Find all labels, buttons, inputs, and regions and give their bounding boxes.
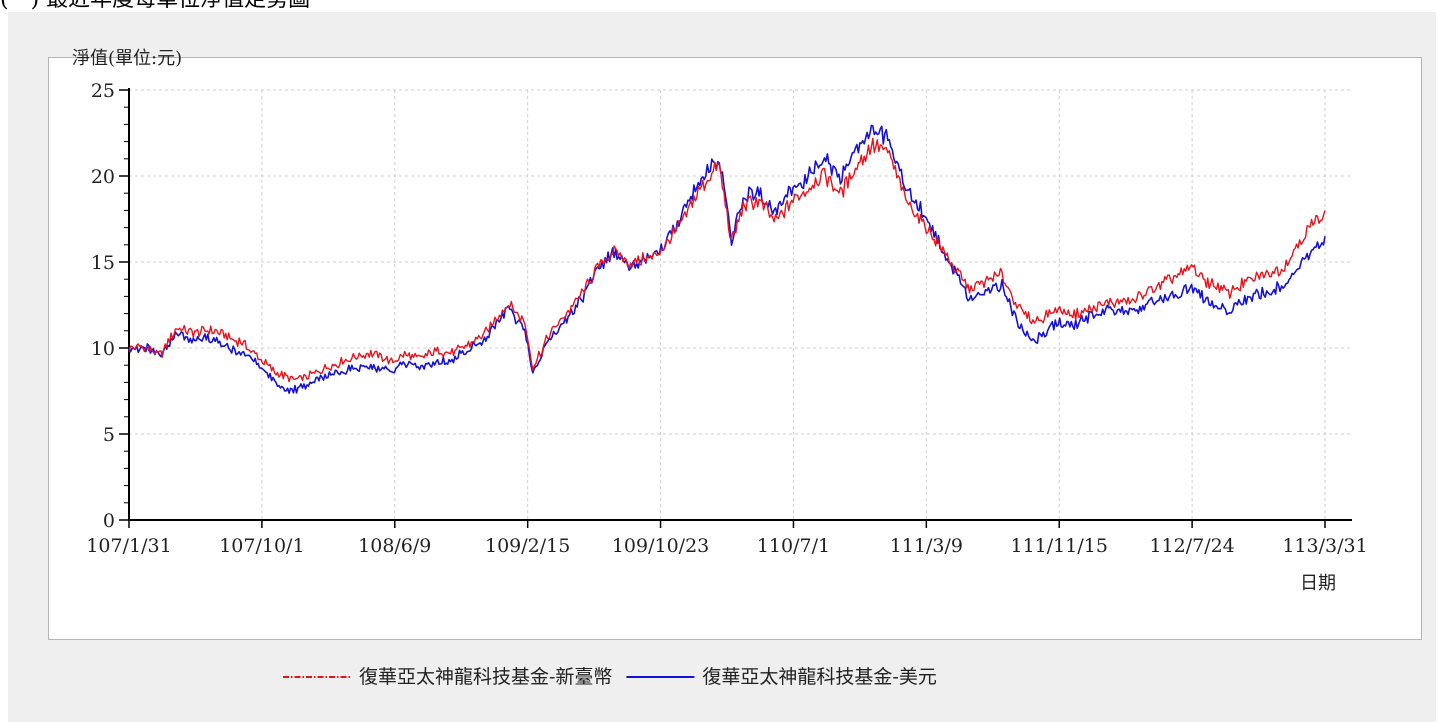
y-axis-ticks: 0 5 10 15 20 25 bbox=[91, 80, 129, 532]
series-line-twd bbox=[128, 137, 1326, 383]
x-tick-label: 109/2/15 bbox=[485, 535, 570, 557]
legend-label-twd: 復華亞太神龍科技基金-新臺幣 bbox=[359, 666, 612, 688]
x-tick-label: 111/11/15 bbox=[1011, 535, 1108, 557]
x-tick-label: 107/10/1 bbox=[219, 535, 304, 557]
y-tick-label: 5 bbox=[103, 424, 115, 446]
y-axis-title: 淨值(單位:元) bbox=[72, 48, 182, 69]
x-tick-label: 110/7/1 bbox=[757, 535, 830, 557]
y-tick-label: 15 bbox=[91, 252, 115, 274]
x-tick-label: 112/7/24 bbox=[1149, 535, 1234, 557]
legend-label-usd: 復華亞太神龍科技基金-美元 bbox=[702, 666, 936, 688]
x-tick-label: 107/1/31 bbox=[86, 535, 171, 557]
legend: 復華亞太神龍科技基金-新臺幣 復華亞太神龍科技基金-美元 bbox=[283, 666, 937, 688]
axes bbox=[128, 88, 1352, 521]
series-line-usd bbox=[128, 124, 1326, 394]
y-tick-label: 25 bbox=[91, 80, 115, 102]
y-tick-label: 0 bbox=[103, 510, 115, 532]
series bbox=[128, 124, 1326, 394]
y-tick-label: 20 bbox=[91, 166, 115, 188]
grid bbox=[129, 89, 1352, 520]
page-heading: (一) 最近年度每單位淨值走勢圖 bbox=[0, 0, 310, 12]
chart-panel bbox=[8, 12, 1436, 722]
x-tick-label: 109/10/23 bbox=[612, 535, 709, 557]
x-tick-label: 111/3/9 bbox=[890, 535, 963, 557]
y-tick-label: 10 bbox=[91, 338, 115, 360]
x-axis-ticks: 107/1/31 107/10/1 108/6/9 109/2/15 109/10/23… bbox=[86, 520, 1368, 557]
x-tick-label: 108/6/9 bbox=[358, 535, 431, 557]
x-tick-label: 113/3/31 bbox=[1282, 535, 1367, 557]
x-axis-title: 日期 bbox=[1300, 573, 1336, 594]
